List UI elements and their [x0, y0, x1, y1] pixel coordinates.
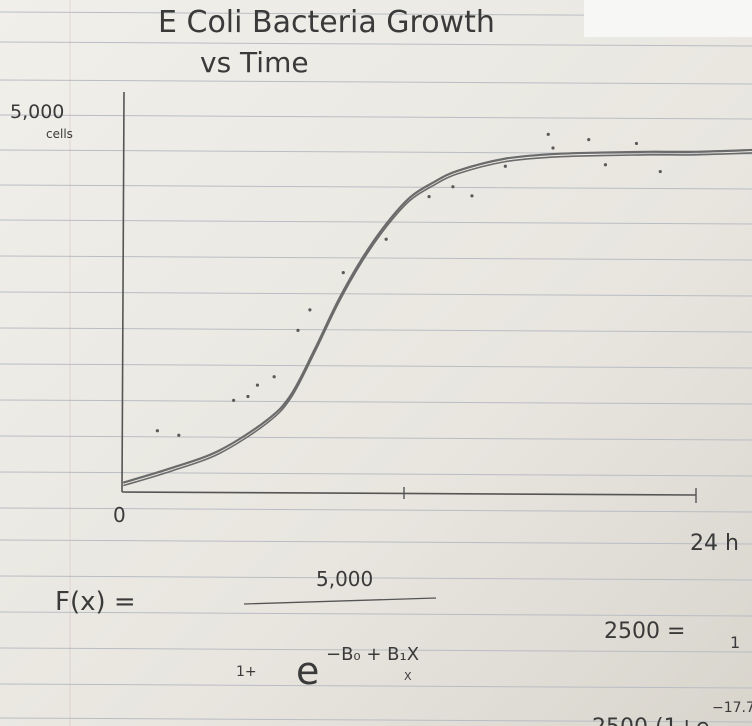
ruled-line — [0, 114, 752, 120]
chart-title: E Coli Bacteria Growth — [158, 5, 495, 40]
ruled-line — [0, 507, 752, 513]
formula-sub-note: X — [404, 670, 412, 683]
growth-curve-group — [122, 148, 752, 487]
data-point — [546, 132, 550, 136]
formula-right-tail: 1 — [730, 633, 740, 652]
data-point — [308, 308, 312, 312]
data-point — [255, 383, 260, 387]
ruled-line — [0, 79, 752, 85]
formula-exponent: −B₀ + B₁X — [326, 644, 419, 665]
data-point — [470, 194, 474, 198]
data-point — [296, 328, 300, 332]
data-point — [587, 138, 591, 142]
formula-right-equation: 2500 = — [604, 619, 685, 644]
ruled-line — [0, 435, 752, 441]
ruled-line — [0, 327, 752, 333]
data-point — [341, 271, 345, 275]
formula-fraction-bar — [243, 597, 437, 605]
ruled-line — [0, 575, 752, 581]
formula-lhs: F(x) = — [55, 587, 136, 617]
formula-base: e — [296, 649, 319, 693]
ruled-line — [0, 363, 752, 369]
ruled-line — [0, 471, 752, 477]
y-axis-unit-label: cells — [46, 127, 73, 141]
ruled-line — [0, 399, 752, 405]
ruled-line — [0, 291, 752, 297]
scatter-points — [155, 132, 662, 437]
chart-subtitle: vs Time — [200, 46, 309, 79]
x-axis-end-label: 24 h — [690, 531, 739, 556]
data-point — [232, 398, 236, 402]
data-point — [551, 146, 555, 150]
ruled-line — [0, 683, 752, 689]
growth-curve — [122, 148, 752, 484]
ruled-line — [0, 41, 752, 47]
data-point — [246, 394, 250, 399]
formula-denominator-prefix: 1+ — [236, 664, 257, 680]
ruled-line — [0, 539, 752, 545]
ruled-line — [0, 717, 752, 723]
data-point — [155, 429, 159, 433]
formula-bottom-fragment: 2500 (1+e — [592, 715, 710, 726]
ruled-line — [0, 611, 752, 617]
x-axis — [121, 491, 697, 496]
ruled-line — [0, 255, 752, 261]
x-axis-origin-label: 0 — [113, 503, 126, 527]
y-axis-max-label: 5,000 — [10, 101, 64, 123]
data-point — [177, 433, 181, 437]
y-axis — [121, 91, 125, 493]
ruled-line — [0, 149, 752, 155]
data-point — [658, 169, 662, 174]
redaction-box — [584, 0, 752, 37]
data-point — [503, 164, 507, 168]
data-point — [427, 195, 431, 199]
data-point — [272, 375, 276, 379]
data-point — [634, 141, 639, 146]
data-point — [451, 185, 455, 189]
ruled-line — [0, 647, 752, 653]
ruled-line — [0, 184, 752, 190]
ruled-line — [0, 219, 752, 225]
data-point — [384, 237, 388, 241]
growth-curve-retrace — [123, 152, 752, 487]
formula-numerator: 5,000 — [316, 567, 373, 591]
formula-bottom-exponent: −17.7 — [712, 700, 752, 716]
data-point — [603, 163, 608, 167]
